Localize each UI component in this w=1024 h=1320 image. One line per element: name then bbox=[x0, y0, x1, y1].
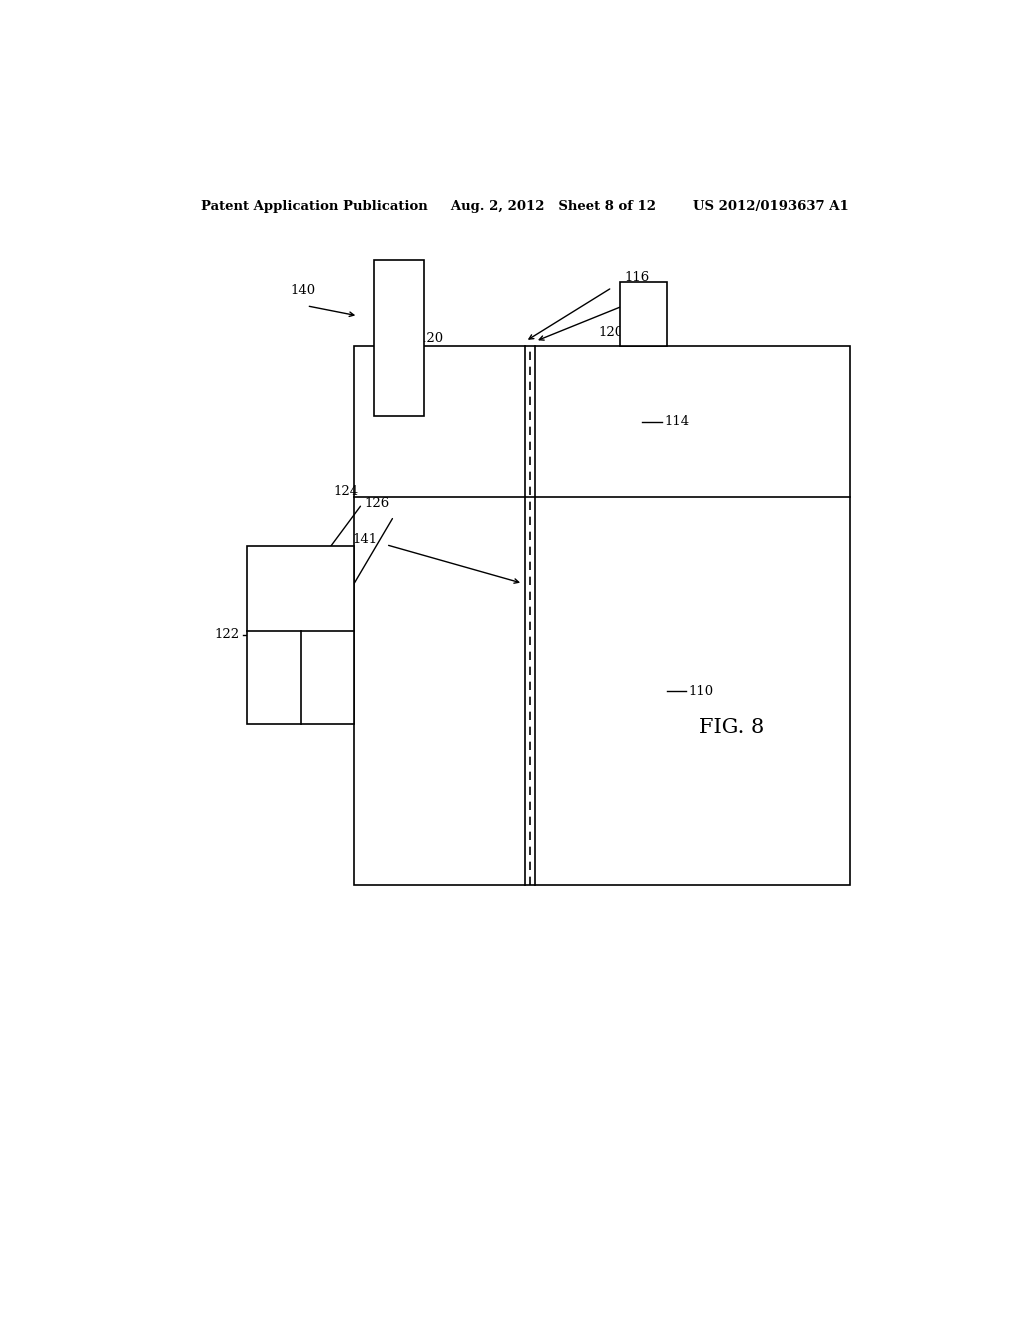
Text: 122: 122 bbox=[214, 628, 239, 642]
Text: 124: 124 bbox=[333, 486, 358, 498]
Text: 126: 126 bbox=[365, 498, 390, 511]
Text: FIG. 8: FIG. 8 bbox=[698, 718, 764, 737]
Text: 120: 120 bbox=[598, 326, 624, 339]
Bar bbox=[354, 346, 850, 886]
Text: 140: 140 bbox=[291, 284, 315, 297]
Text: Patent Application Publication     Aug. 2, 2012   Sheet 8 of 12        US 2012/0: Patent Application Publication Aug. 2, 2… bbox=[201, 199, 849, 213]
Text: 141: 141 bbox=[353, 533, 378, 546]
Bar bbox=[620, 281, 667, 346]
Text: 120: 120 bbox=[419, 331, 443, 345]
Text: 110: 110 bbox=[689, 685, 714, 698]
Text: 118: 118 bbox=[640, 284, 665, 297]
Bar bbox=[374, 260, 424, 417]
Text: 116: 116 bbox=[624, 271, 649, 284]
Text: 114: 114 bbox=[665, 416, 689, 429]
Bar bbox=[247, 545, 354, 723]
